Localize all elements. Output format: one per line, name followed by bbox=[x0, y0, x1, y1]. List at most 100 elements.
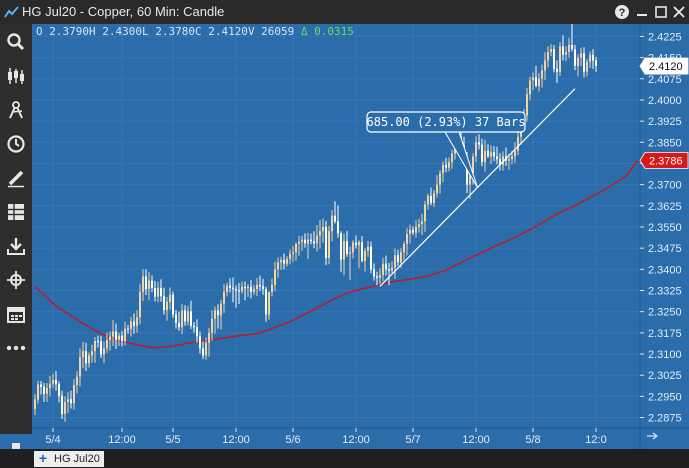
candle-body bbox=[511, 156, 513, 160]
candle bbox=[445, 157, 447, 173]
candle-body bbox=[289, 253, 291, 259]
candle-body bbox=[241, 286, 243, 292]
candle bbox=[478, 134, 480, 150]
crosshair-icon[interactable] bbox=[6, 270, 26, 290]
candle bbox=[592, 49, 594, 69]
candle bbox=[181, 303, 183, 335]
candle-body bbox=[325, 226, 327, 259]
candle bbox=[352, 240, 354, 259]
candle-body bbox=[142, 276, 144, 292]
candle bbox=[481, 138, 483, 167]
time-tick-label: 12:00 bbox=[462, 434, 490, 446]
candle-body bbox=[235, 289, 237, 291]
candle-body bbox=[58, 384, 60, 396]
candle-body bbox=[382, 263, 384, 275]
price-tick-label: 2.4075 bbox=[648, 74, 682, 86]
candle bbox=[547, 46, 549, 68]
candle bbox=[538, 73, 540, 92]
moving-average-tag: 2.3786 bbox=[649, 155, 683, 167]
candle-body bbox=[226, 285, 228, 292]
candle bbox=[586, 59, 588, 77]
candle bbox=[208, 327, 210, 357]
candle-body bbox=[130, 321, 132, 329]
download-icon[interactable] bbox=[6, 236, 26, 256]
candle bbox=[151, 275, 153, 293]
candle-body bbox=[217, 310, 219, 316]
candle bbox=[334, 201, 336, 224]
moving-average-line bbox=[34, 159, 639, 349]
help-icon[interactable]: ? bbox=[614, 4, 630, 20]
candle-body bbox=[250, 286, 252, 292]
candle-body bbox=[349, 252, 351, 254]
candle bbox=[295, 242, 297, 261]
candle-body bbox=[244, 286, 246, 289]
candle bbox=[97, 335, 99, 348]
candle-body bbox=[193, 325, 195, 328]
candle-body bbox=[238, 290, 240, 292]
candle bbox=[94, 337, 96, 363]
candle bbox=[43, 382, 45, 403]
candle-body bbox=[148, 280, 150, 290]
candle bbox=[562, 35, 564, 61]
candles bbox=[34, 24, 597, 422]
candle bbox=[313, 231, 315, 249]
candle bbox=[517, 132, 519, 155]
candle bbox=[175, 309, 177, 329]
candle bbox=[388, 262, 390, 286]
candle-body bbox=[67, 399, 69, 403]
close-icon[interactable] bbox=[671, 4, 687, 20]
more-icon[interactable] bbox=[6, 338, 26, 358]
candle bbox=[304, 233, 306, 248]
candle bbox=[514, 142, 516, 163]
candle-body bbox=[403, 243, 405, 253]
time-tick-label: 12:0 bbox=[585, 434, 606, 446]
candle-body bbox=[424, 204, 426, 222]
candle bbox=[67, 392, 69, 414]
candle bbox=[235, 285, 237, 308]
candle-body bbox=[136, 317, 138, 326]
add-tab-icon[interactable]: + bbox=[38, 450, 48, 466]
candle-body bbox=[514, 150, 516, 157]
candle bbox=[52, 373, 54, 388]
window-titlebar: HG Jul20 - Copper, 60 Min: Candle ? bbox=[0, 0, 689, 24]
price-tags: 2.4120 2.3786 bbox=[639, 57, 689, 169]
candle bbox=[103, 341, 105, 364]
candle-body bbox=[145, 276, 147, 290]
candle-body bbox=[100, 341, 102, 355]
candle-body bbox=[385, 263, 387, 270]
candle-body bbox=[340, 233, 342, 260]
pen-icon[interactable] bbox=[6, 168, 26, 188]
candle-body bbox=[157, 287, 159, 297]
candle-body bbox=[334, 215, 336, 222]
search-icon[interactable] bbox=[6, 32, 26, 52]
candle-body bbox=[205, 342, 207, 356]
candle-body bbox=[85, 351, 87, 364]
maximize-icon[interactable] bbox=[653, 4, 669, 20]
candle-body bbox=[247, 286, 249, 289]
scroll-right-icon[interactable] bbox=[647, 432, 658, 440]
candle bbox=[298, 235, 300, 256]
symbol-tab[interactable]: + HG Jul20 bbox=[34, 451, 104, 467]
moving-average bbox=[34, 159, 639, 349]
candle bbox=[418, 218, 420, 233]
candle bbox=[412, 226, 414, 236]
candle-body bbox=[277, 262, 279, 270]
candle-body bbox=[583, 53, 585, 72]
svg-text:?: ? bbox=[619, 7, 626, 19]
candle-body bbox=[481, 144, 483, 163]
calendar-icon[interactable] bbox=[6, 304, 26, 324]
draw-tool-icon[interactable] bbox=[6, 100, 26, 120]
candle bbox=[496, 146, 498, 165]
candle bbox=[145, 269, 147, 296]
candle-body bbox=[160, 287, 162, 297]
candle bbox=[403, 241, 405, 261]
minimize-icon[interactable] bbox=[634, 4, 650, 20]
candle-body bbox=[358, 242, 360, 246]
ohlc-change: Δ 0.0315 bbox=[300, 25, 354, 38]
measure-tool[interactable]: 685.00 (2.93%) 37 Bars bbox=[366, 88, 576, 287]
grid-icon[interactable] bbox=[6, 202, 26, 222]
candles-icon[interactable] bbox=[6, 66, 26, 86]
candle bbox=[265, 286, 267, 322]
price-chart[interactable]: 685.00 (2.93%) 37 Bars 2.42252.41502.407… bbox=[32, 24, 689, 449]
clock-icon[interactable] bbox=[6, 134, 26, 154]
